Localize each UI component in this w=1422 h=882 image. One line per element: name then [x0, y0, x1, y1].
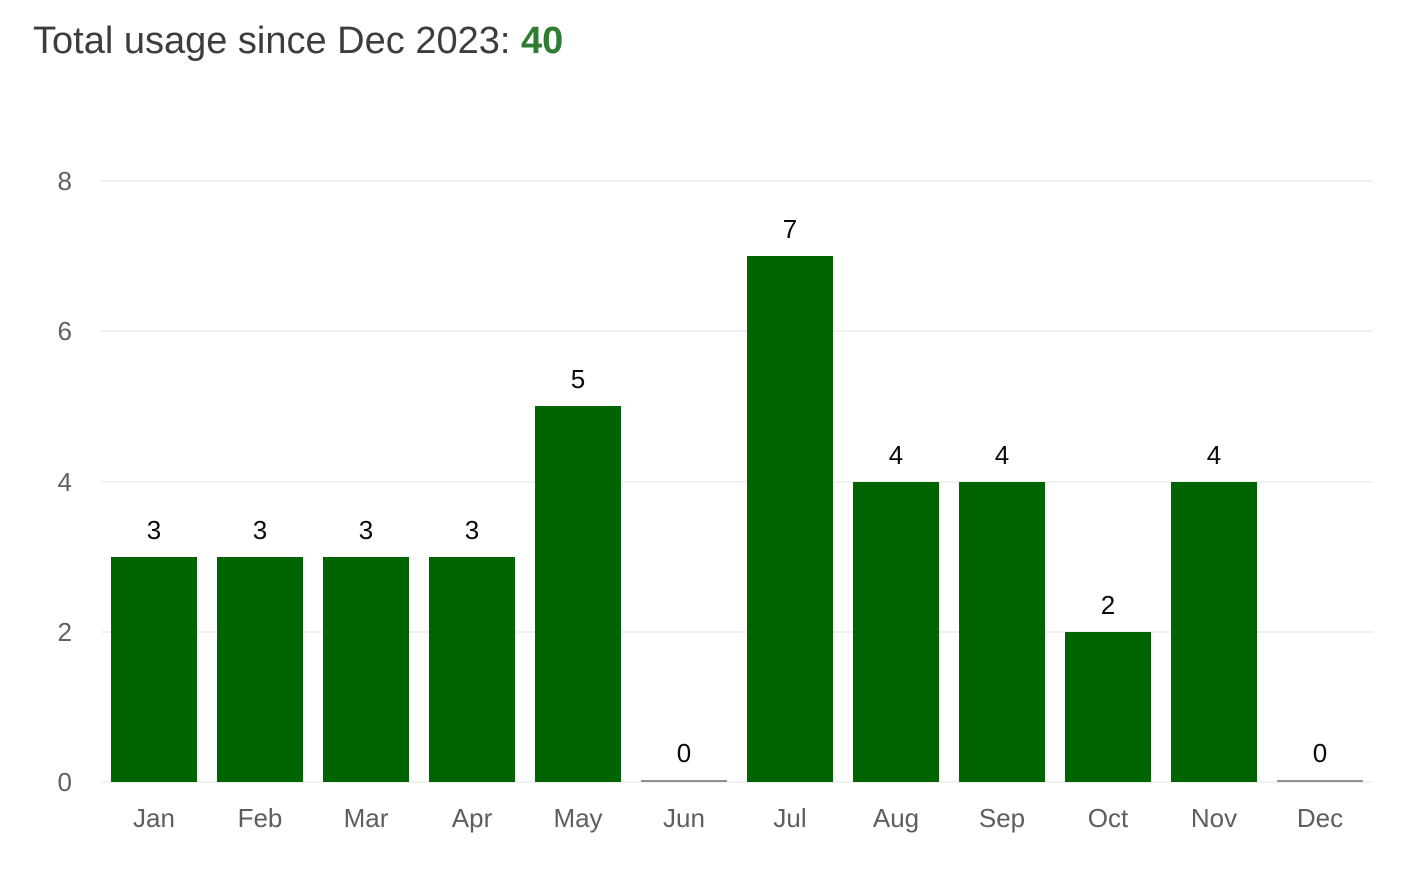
page-title: Total usage since Dec 2023: 40 — [33, 18, 563, 64]
bar-value-label-sep: 4 — [994, 439, 1010, 470]
bar-feb — [217, 556, 303, 782]
bar-value-label-jul: 7 — [782, 214, 798, 245]
x-tick-label-sep: Sep — [978, 803, 1026, 833]
title-text: Total usage since Dec 2023: — [33, 20, 521, 62]
bar-apr — [429, 556, 515, 782]
bar-nov — [1171, 481, 1257, 782]
gridline-y4 — [101, 480, 1373, 483]
gridline-y0 — [101, 781, 1373, 783]
bar-aug — [853, 481, 939, 782]
bar-value-label-aug: 4 — [888, 439, 904, 470]
gridline-y8 — [101, 180, 1373, 182]
zero-bar-jun — [641, 780, 727, 782]
x-tick-label-jan: Jan — [133, 803, 175, 833]
y-tick-label: 8 — [57, 166, 72, 196]
bar-value-label-may: 5 — [570, 364, 586, 395]
zero-bar-dec — [1277, 780, 1363, 782]
gridline-y2 — [101, 630, 1373, 633]
bar-value-label-jan: 3 — [146, 514, 162, 545]
y-tick-label: 6 — [57, 316, 72, 347]
x-tick-label-nov: Nov — [1190, 803, 1238, 833]
bar-sep — [959, 481, 1045, 782]
y-tick-label: 0 — [57, 767, 72, 797]
gridline-y6 — [101, 330, 1373, 333]
bar-mar — [323, 556, 409, 782]
bar-value-label-oct: 2 — [1100, 589, 1116, 620]
x-tick-label-aug: Aug — [872, 803, 920, 833]
x-tick-label-jul: Jul — [773, 803, 807, 833]
title-total-value: 40 — [520, 20, 564, 62]
bar-value-label-mar: 3 — [358, 514, 374, 545]
x-tick-label-oct: Oct — [1087, 803, 1129, 833]
x-tick-label-feb: Feb — [237, 803, 283, 833]
x-tick-label-may: May — [553, 803, 603, 833]
bar-value-label-jun: 0 — [676, 738, 692, 768]
x-tick-label-apr: Apr — [451, 803, 493, 833]
bar-jan — [111, 556, 197, 782]
x-tick-label-jun: Jun — [663, 803, 705, 833]
bar-oct — [1065, 631, 1151, 782]
bar-value-label-nov: 4 — [1206, 439, 1222, 470]
bar-jul — [747, 256, 833, 782]
y-tick-label: 2 — [57, 616, 72, 647]
x-tick-label-mar: Mar — [343, 803, 389, 833]
bar-value-label-feb: 3 — [252, 514, 268, 545]
bar-value-label-dec: 0 — [1312, 738, 1328, 768]
y-tick-label: 4 — [57, 466, 72, 497]
bar-value-label-apr: 3 — [464, 514, 480, 545]
bar-may — [535, 406, 621, 782]
x-tick-label-dec: Dec — [1296, 803, 1344, 833]
